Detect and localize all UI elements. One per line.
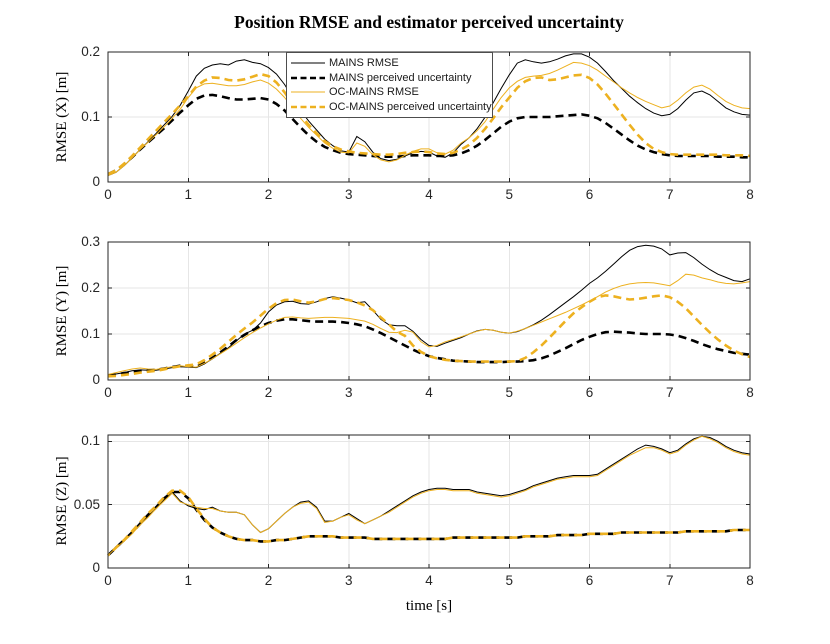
legend-line-dashed-black-icon <box>291 76 325 80</box>
legend-item-mains-rmse: MAINS RMSE <box>287 56 492 71</box>
series-mains-rmse <box>107 435 751 556</box>
series-oc-mains-rmse <box>107 435 751 556</box>
legend-line-dashed-gold-icon <box>291 105 325 109</box>
y-axis-label-rmse-x: RMSE (X) [m] <box>54 71 70 163</box>
series-oc-mains-perceived-uncertainty <box>107 489 750 557</box>
y-axis-label-rmse-z: RMSE (Z) [m] <box>54 456 70 546</box>
series-oc-mains-perceived-uncertainty <box>107 72 751 176</box>
legend-line-solid-gold-icon <box>291 91 325 93</box>
series-oc-mains-perceived-uncertainty <box>107 294 751 378</box>
legend-line-solid-black-icon <box>291 62 325 64</box>
legend-label: MAINS perceived uncertainty <box>329 71 472 84</box>
series-oc-mains-rmse <box>107 61 751 176</box>
series-mains-perceived-uncertainty <box>107 93 750 176</box>
legend-item-mains-uncertainty: MAINS perceived uncertainty <box>287 71 492 86</box>
x-axis-label-time: time [s] <box>405 598 453 614</box>
legend-label: OC-MAINS perceived uncertainty <box>329 100 492 113</box>
series-mains-perceived-uncertainty <box>107 318 751 377</box>
legend-label: MAINS RMSE <box>329 57 399 70</box>
legend: MAINS RMSE MAINS perceived uncertainty O… <box>286 52 493 118</box>
legend-item-ocmains-uncertainty: OC-MAINS perceived uncertainty <box>287 100 492 115</box>
y-axis-label-rmse-y: RMSE (Y) [m] <box>54 265 70 357</box>
series-oc-mains-rmse <box>107 273 751 375</box>
legend-item-ocmains-rmse: OC-MAINS RMSE <box>287 85 492 100</box>
figure-title: Position RMSE and estimator perceived un… <box>234 12 624 32</box>
legend-label: OC-MAINS RMSE <box>329 86 419 99</box>
